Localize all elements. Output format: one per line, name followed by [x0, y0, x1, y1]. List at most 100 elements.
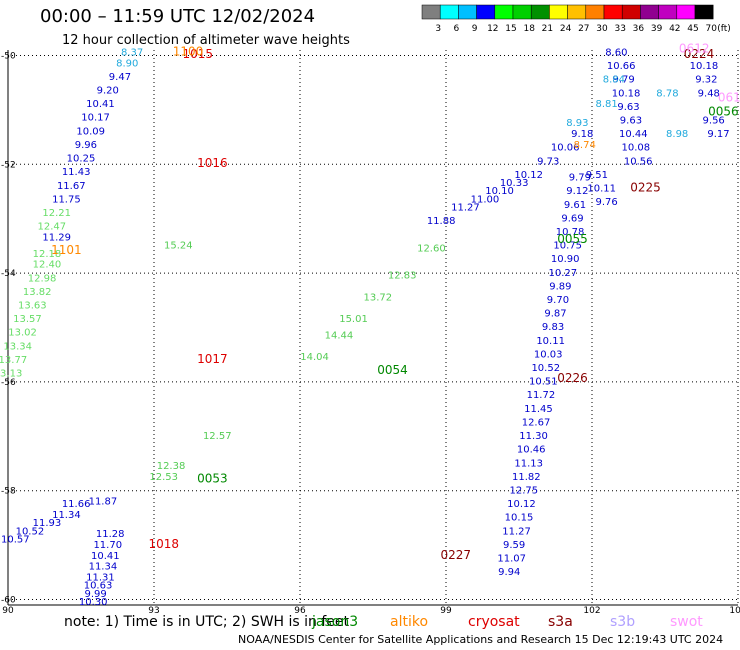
time-label: 0612: [679, 42, 710, 56]
wave-height-label: 9.12: [566, 186, 588, 197]
wave-height-label: 9.73: [537, 156, 559, 167]
wave-height-label: 11.34: [89, 562, 118, 573]
time-label: 0613: [718, 91, 740, 105]
chart-title: 00:00 – 11:59 UTC 12/02/2024: [40, 6, 316, 27]
wave-height-label: 11.87: [89, 496, 118, 507]
wave-height-label: 11.27: [451, 203, 480, 214]
time-label: 1100: [173, 44, 204, 58]
colorbar-swatch: [476, 4, 496, 20]
color-scale-bar: 3 6 9 12 15 18 21 24 27 30 33 36 39 42 45 70 (ft): [421, 4, 731, 34]
wave-height-label: 10.46: [517, 445, 546, 456]
wave-height-label: 9.87: [544, 309, 566, 320]
wave-height-label: 11.34: [52, 510, 81, 521]
colorbar-tick: 45: [687, 24, 698, 34]
legend-item-jason3: jason3: [312, 614, 359, 630]
wave-height-label: 8.84: [603, 75, 625, 86]
wave-height-label: 8.93: [566, 118, 588, 129]
wave-height-label: 10.44: [619, 129, 648, 140]
wave-height-label: 10.30: [79, 597, 108, 608]
time-label: 0224: [684, 47, 715, 61]
time-label: 0054: [377, 363, 408, 377]
wave-height-label: 10.18: [690, 61, 719, 72]
wave-height-label: 10.09: [76, 126, 105, 137]
colorbar-swatch: [494, 4, 514, 20]
colorbar-swatch: [439, 4, 459, 20]
wave-height-label: 12.83: [388, 271, 417, 282]
wave-height-label: 10.41: [86, 99, 115, 110]
wave-height-label: 10.52: [16, 526, 45, 537]
wave-height-label: 12.53: [149, 472, 178, 483]
time-label: 0056: [708, 104, 739, 118]
wave-height-label: 12.57: [203, 431, 232, 442]
wave-height-label: 9.59: [503, 540, 525, 551]
x-tick-label: 96: [294, 606, 306, 616]
wave-height-label: 11.29: [42, 232, 71, 243]
wave-height-label: 9.20: [97, 86, 119, 97]
x-tick-label: 93: [148, 606, 159, 616]
time-label: 1015: [183, 47, 214, 61]
x-tick-label: 105: [729, 606, 740, 616]
wave-height-label: 10.51: [529, 377, 558, 388]
wave-height-label: 8.78: [656, 88, 678, 99]
colorbar-tick: 3: [435, 24, 441, 34]
colorbar-tick: 39: [651, 24, 663, 34]
colorbar-swatch: [658, 4, 678, 20]
y-tick-label: -52: [1, 160, 16, 170]
wave-height-label: 13.72: [364, 292, 393, 303]
wave-height-label: 10.10: [485, 186, 514, 197]
wave-height-label: 11.31: [86, 573, 115, 584]
wave-height-label: 9.99: [84, 589, 106, 600]
wave-height-label: 9.61: [564, 200, 586, 211]
colorbar-tick: 15: [505, 24, 516, 34]
wave-height-label: 13.57: [13, 314, 42, 325]
wave-height-label: 12.75: [510, 485, 539, 496]
time-label: 1016: [197, 156, 228, 170]
wave-height-label: 11.13: [514, 458, 543, 469]
wave-height-label: 10.75: [553, 241, 582, 252]
grid-lines: [7, 50, 739, 605]
wave-height-label: 9.63: [620, 115, 642, 126]
legend-note: note: 1) Time is in UTC; 2) SWH is in fe…: [64, 614, 350, 630]
series-group: 11.6611.3411.9310.5210.5711.8711.2811.70…: [1, 496, 125, 608]
wave-height-label: 11.72: [527, 390, 556, 401]
colorbar-swatch: [458, 4, 477, 20]
wave-height-label: 12.40: [33, 260, 62, 271]
axis-labels: 90 93 96 99 102 105 -50 -52 -54 -56 -58 -60: [1, 51, 740, 616]
wave-height-label: 10.17: [81, 113, 110, 124]
legend-item-swot: swot: [670, 614, 703, 630]
y-tick-label: -50: [1, 51, 16, 61]
wave-height-label: 15.24: [164, 241, 193, 252]
colorbar-tick: 9: [472, 24, 478, 34]
wave-height-label: 10.52: [531, 363, 560, 374]
wave-height-label: 10.25: [67, 154, 96, 165]
data-series: 9.20 9.47 10.41 10.17 10.09 9.96 10.25 11.43 11.…: [0, 47, 730, 608]
wave-height-label: 9.89: [549, 281, 571, 292]
wave-height-label: 12.47: [37, 222, 66, 233]
series-group: 8.74: [574, 140, 596, 151]
wave-height-label: 10.56: [624, 156, 653, 167]
colorbar-tick: 36: [633, 24, 645, 34]
series-group: 9.79 9.12 9.61 9.69 10.78 10.75 10.90 10.27 9.89…: [497, 173, 591, 578]
time-label: 1101: [51, 243, 82, 257]
wave-height-label: 10.63: [84, 581, 113, 592]
footer-credit: NOAA/NESDIS Center for Satellite Applica…: [238, 633, 724, 646]
colorbar-unit: (ft): [717, 24, 731, 34]
y-tick-label: -60: [1, 596, 16, 606]
wave-height-label: 10.18: [612, 88, 641, 99]
wave-height-label: 10.78: [556, 227, 585, 238]
wave-height-label: 11.28: [96, 529, 125, 540]
colorbar-tick: 21: [542, 24, 553, 34]
x-tick-label: 102: [583, 606, 600, 616]
wave-height-label: 12.21: [42, 208, 71, 219]
colorbar-tick: 12: [487, 24, 498, 34]
colorbar-swatch: [549, 4, 568, 20]
time-label: 0227: [440, 548, 471, 562]
wave-height-label: 9.56: [703, 115, 725, 126]
wave-height-label: 8.74: [574, 140, 596, 151]
colorbar-swatch: [567, 4, 587, 20]
colorbar-swatch: [530, 4, 550, 20]
wave-height-label: 14.04: [300, 352, 329, 363]
